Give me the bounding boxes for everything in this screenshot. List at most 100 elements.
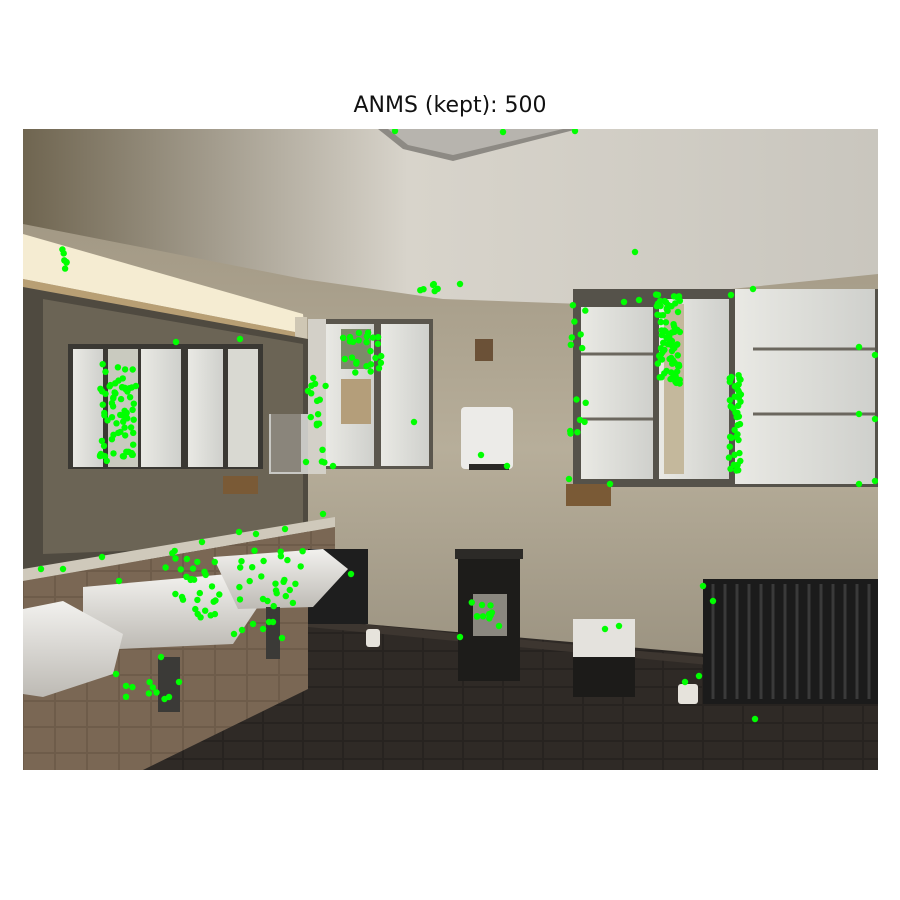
keypoint-marker — [172, 590, 179, 598]
keypoint-marker — [37, 565, 45, 573]
keypoint-marker — [657, 318, 664, 326]
keypoint-marker — [284, 556, 291, 564]
keypoint-marker — [269, 618, 277, 626]
keypoint-marker — [281, 525, 289, 533]
keypoint-marker — [726, 443, 733, 450]
keypoint-marker — [347, 570, 355, 578]
keypoint-marker — [378, 352, 385, 360]
keypoint-marker — [238, 558, 245, 565]
keypoint-marker — [329, 462, 337, 470]
keypoint-marker — [289, 599, 297, 607]
keypoint-marker — [111, 389, 118, 396]
keypoint-marker — [192, 605, 199, 613]
keypoint-marker — [731, 451, 738, 458]
keypoint-marker — [236, 335, 244, 343]
keypoint-marker — [172, 338, 180, 346]
keypoint-marker — [235, 528, 243, 536]
keypoint-marker — [183, 555, 191, 563]
keypoint-marker — [375, 365, 383, 372]
keypoint-marker — [177, 566, 184, 573]
keypoint-marker — [307, 413, 314, 421]
keypoint-marker — [311, 380, 319, 387]
keypoint-marker — [606, 480, 614, 488]
keypoint-marker — [571, 129, 579, 135]
keypoint-marker — [656, 297, 664, 305]
keypoint-marker — [122, 432, 129, 439]
keypoint-marker — [355, 329, 363, 337]
keypoint-marker — [130, 441, 137, 448]
keypoint-marker — [495, 622, 503, 630]
keypoint-marker — [129, 683, 136, 691]
keypoint-marker — [165, 693, 173, 701]
keypoint-marker — [601, 625, 609, 633]
keypoint-marker — [670, 370, 677, 377]
keypoint-marker — [734, 421, 741, 429]
keypoint-marker — [571, 318, 578, 325]
keypoint-marker — [668, 347, 676, 355]
keypoint-marker — [299, 548, 306, 555]
keypoint-marker — [278, 634, 286, 642]
keypoint-marker — [871, 477, 878, 485]
keypoint-marker — [577, 331, 584, 338]
keypoint-marker — [581, 418, 588, 426]
keypoint-marker — [672, 300, 679, 307]
keypoint-marker — [568, 334, 575, 341]
keypoint-marker — [341, 355, 348, 363]
keypoint-marker — [657, 355, 665, 363]
keypoint-marker — [410, 418, 418, 426]
keypoint-marker — [270, 602, 277, 610]
keypoint-marker — [316, 396, 323, 403]
keypoint-marker — [145, 690, 153, 697]
keypoint-marker — [196, 589, 203, 597]
keypoint-marker — [272, 580, 279, 587]
keypoint-marker — [735, 436, 742, 444]
keypoint-marker — [101, 409, 108, 417]
keypoint-marker — [100, 452, 108, 460]
keypoint-marker — [97, 385, 104, 392]
keypoint-marker — [657, 312, 665, 319]
keypoint-marker — [662, 319, 670, 326]
keypoint-marker — [499, 129, 507, 136]
keypoint-marker — [734, 431, 741, 438]
keypoint-marker — [579, 344, 586, 352]
keypoint-marker — [367, 347, 374, 355]
keypoint-marker — [130, 400, 137, 407]
keypoint-marker — [211, 610, 219, 618]
keypoint-marker — [114, 364, 122, 371]
keypoint-marker — [503, 462, 511, 470]
keypoint-marker — [731, 383, 739, 390]
keypoint-marker — [319, 510, 327, 518]
keypoint-marker — [128, 451, 136, 458]
keypoint-marker — [121, 366, 129, 373]
keypoint-marker — [99, 361, 106, 368]
keypoint-marker — [216, 591, 223, 598]
keypoint-marker — [487, 602, 494, 609]
keypoint-marker — [194, 596, 201, 604]
keypoint-marker — [676, 297, 684, 304]
keypoint-marker — [189, 565, 197, 572]
keypoint-marker — [110, 450, 117, 457]
keypoint-marker — [172, 555, 179, 562]
keypoint-marker — [735, 402, 742, 409]
keypoint-marker — [377, 359, 385, 366]
keypoint-marker — [582, 307, 589, 314]
keypoint-marker — [108, 399, 116, 407]
keypoint-marker — [363, 339, 370, 346]
keypoint-marker — [162, 564, 169, 571]
keypoint-marker — [367, 361, 375, 368]
keypoint-marker — [236, 596, 244, 603]
keypoint-marker — [733, 413, 740, 420]
keypoint-marker — [272, 587, 280, 594]
keypoint-marker — [98, 553, 106, 561]
keypoint-marker — [735, 372, 742, 379]
keypoint-marker — [121, 384, 128, 391]
keypoint-marker — [737, 457, 744, 465]
keypoint-marker — [157, 653, 165, 661]
keypoint-marker — [236, 583, 243, 591]
keypoint-marker — [574, 429, 581, 436]
keypoint-marker — [674, 352, 681, 359]
keypoint-marker — [369, 334, 377, 341]
keypoint-marker — [871, 351, 878, 359]
keypoint-marker — [478, 601, 486, 609]
keypoint-marker — [855, 410, 863, 418]
